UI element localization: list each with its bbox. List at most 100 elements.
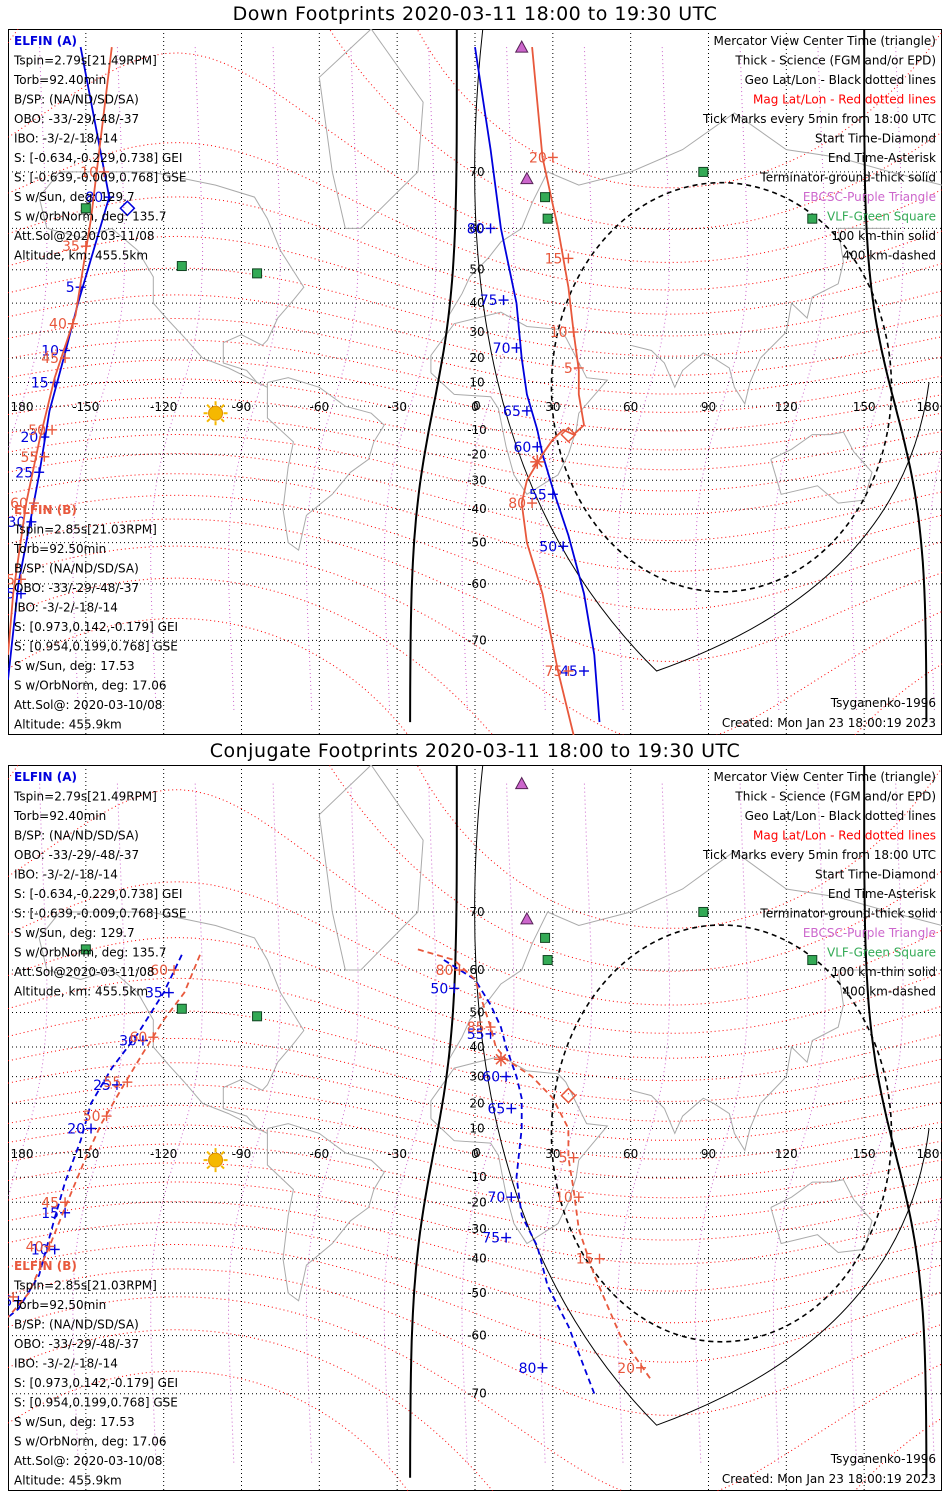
footprint-track — [417, 948, 653, 1381]
track-tick-label: 5 — [559, 1151, 568, 1167]
sun-ray — [206, 404, 211, 409]
mag-lat-line — [8, 415, 942, 492]
elfin-b-info-line: Torb=92.50min — [13, 1298, 106, 1312]
track-tick-label: 75 — [480, 293, 498, 309]
legend-entry: Mag Lat/Lon - Red dotted lines — [753, 93, 936, 107]
elfin-b-info-line: S: [0.973,0.142,-0.179] GEI — [14, 620, 178, 634]
track-tick-label: 60 — [513, 440, 531, 456]
legend-entry: Tick Marks every 5min from 18:00 UTC — [702, 848, 936, 862]
track-tick-label: 20 — [529, 150, 547, 166]
mag-lat-line — [8, 294, 942, 376]
track-tick-label: 40 — [49, 317, 67, 333]
start-diamond-icon — [560, 426, 577, 443]
lat-tick-label: -20 — [467, 447, 487, 461]
track-tick-label: 75 — [545, 664, 563, 680]
legend-entry: 100 km-thin solid — [831, 965, 936, 979]
mag-lat-line — [8, 359, 942, 432]
terminator-line — [409, 29, 458, 723]
elfin-b-info-line: Altitude: 455.9km — [14, 718, 122, 732]
track-tick-label: 50 — [28, 423, 46, 439]
vlf-square-icon — [807, 213, 818, 224]
footprint-track — [520, 47, 585, 735]
map-markers — [80, 776, 818, 1173]
sun-ray — [206, 418, 211, 423]
track-tick-label: 65 — [487, 1102, 505, 1118]
mag-lon-line — [539, 783, 593, 1466]
vlf-square-icon — [80, 944, 91, 955]
track-tick-label: 5 — [66, 280, 75, 296]
legend-entry: Geo Lat/Lon - Black dotted lines — [745, 73, 936, 87]
panel-1-title: Down Footprints 2020-03-11 18:00 to 19:3… — [232, 3, 718, 25]
sun-ray — [220, 1150, 225, 1156]
legend-entry: End Time-Asterisk — [828, 151, 936, 165]
track-tick-label: 25 — [15, 465, 33, 481]
coastline — [318, 765, 424, 971]
vlf-square-icon — [176, 1003, 187, 1014]
axis-tick-labels: 180 -150 -120 -90 -60 -30 0 30 60 90 120 150 1807060… — [11, 905, 940, 1401]
down-footprints-map: 180 -150 -120 -90 -60 -30 0 30 60 90 120 150 180 70 60… — [8, 29, 942, 735]
lat-tick-label: 70 — [469, 905, 484, 919]
mag-latlon-grid — [8, 765, 942, 1491]
map-footer: Tsyganenko-1996 Created: Mon Jan 23 18:00… — [722, 1452, 936, 1486]
track-tick-label: 55 — [467, 1027, 485, 1043]
mag-lon-line — [772, 783, 826, 1466]
lon-tick-label: -60 — [310, 1147, 330, 1161]
legend-entry: Start Time-Diamond — [815, 868, 936, 882]
elfin-a-info-line: OBO: -33/-29/-48/-37 — [14, 112, 139, 126]
track-tick-label: 5 — [564, 361, 573, 377]
mag-lat-line — [8, 433, 942, 515]
satellite-info: ELFIN (A) Tspin=2.79s[21.49RPM] Torb=92.40… — [13, 34, 187, 732]
mag-lon-line — [227, 783, 281, 1466]
track-tick-label: 50 — [430, 981, 448, 997]
oval-100km — [474, 765, 930, 1426]
track-tick-label: 10 — [80, 165, 98, 181]
track-tick-label: 35 — [145, 986, 163, 1002]
mag-lat-line — [416, 29, 942, 189]
track-tick-label: 20 — [20, 430, 38, 446]
track-tick-label: 10 — [41, 343, 59, 359]
lon-tick-label: 180 — [11, 1147, 34, 1161]
mag-lon-line — [383, 783, 437, 1466]
elfin-a-info-line: IBO: -3/-2/-18/-14 — [14, 132, 118, 146]
oval-400km — [550, 924, 893, 1343]
coastline — [38, 171, 305, 388]
elfin-a-info-line: S w/Sun, deg: 129.7 — [14, 190, 135, 204]
footprint-tracks: 3530252015105505560657075806060555045403… — [8, 948, 653, 1395]
legend-entry: Thick - Science (FGM and/or EPD) — [734, 54, 936, 68]
legend-entry: EBCSC-Purple Triangle — [803, 190, 936, 204]
track-tick-label: 40 — [26, 1239, 44, 1255]
elfin-a-info-line: OBO: -33/-29/-48/-37 — [14, 848, 139, 862]
lat-tick-label: -70 — [467, 1387, 487, 1401]
coastline — [430, 311, 609, 495]
lat-tick-label: 0 — [473, 399, 481, 413]
sun-ray — [206, 1150, 211, 1156]
lat-tick-label: -30 — [467, 473, 487, 487]
lat-tick-label: -40 — [467, 502, 487, 516]
coastline — [630, 227, 891, 406]
legend-entry: Terminator-ground-thick solid — [759, 171, 936, 185]
lon-tick-label: -150 — [72, 1147, 99, 1161]
elfin-a-info-line: S: [-0.634,-0.229,0.738] GEI — [14, 887, 182, 901]
lon-tick-label: 180 — [917, 400, 940, 414]
track-tick-label: 60 — [482, 1070, 500, 1086]
lat-tick-label: -10 — [467, 423, 487, 437]
lat-tick-label: 50 — [469, 263, 484, 277]
mag-lon-line — [150, 783, 204, 1466]
elfin-b-info-line: S: [0.954,0.199,0.768] GSE — [14, 640, 178, 654]
terminator-line — [863, 765, 928, 1478]
mag-lon-line — [850, 783, 904, 1466]
lon-tick-label: -150 — [72, 400, 99, 414]
mag-lon-line — [617, 783, 671, 1466]
map-legend: Mercator View Center Time (triangle) Thic… — [702, 770, 936, 999]
elfin-b-info-line: S w/Sun, deg: 17.53 — [14, 1415, 135, 1429]
mag-lat-line — [8, 339, 942, 413]
track-tick-label: 55 — [20, 450, 38, 466]
lon-tick-label: 60 — [623, 400, 638, 414]
track-tick-label: 5 — [8, 1294, 12, 1310]
sun-ray — [220, 1165, 225, 1170]
vlf-square-icon — [252, 1011, 263, 1022]
elfin-a-info-line: Altitude, km: 455.5km — [14, 249, 148, 263]
elfin-a-info-line: S w/OrbNorm, deg: 135.7 — [14, 210, 166, 224]
lon-tick-label: 120 — [775, 400, 798, 414]
elfin-b-info-line: IBO: -3/-2/-18/-14 — [14, 1357, 118, 1371]
